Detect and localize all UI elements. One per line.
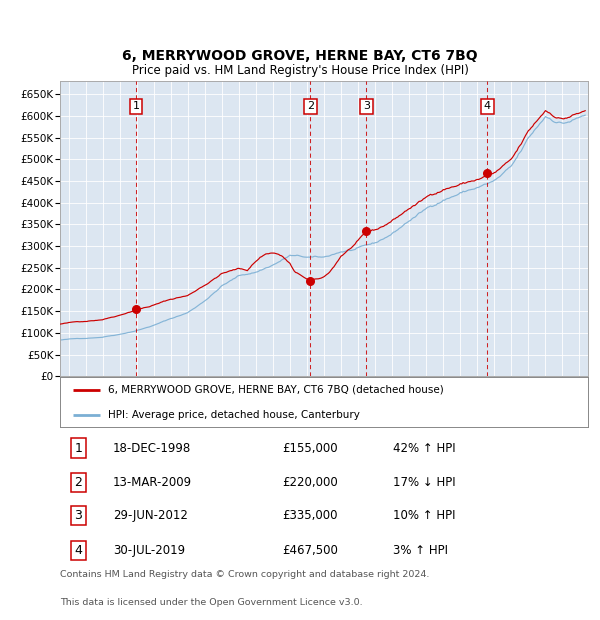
Text: 3: 3 <box>74 509 82 522</box>
Text: 2: 2 <box>307 101 314 112</box>
Text: £335,000: £335,000 <box>282 509 337 522</box>
Text: Contains HM Land Registry data © Crown copyright and database right 2024.: Contains HM Land Registry data © Crown c… <box>60 570 430 579</box>
Text: 1: 1 <box>74 441 82 454</box>
Text: This data is licensed under the Open Government Licence v3.0.: This data is licensed under the Open Gov… <box>60 598 362 608</box>
Text: 42% ↑ HPI: 42% ↑ HPI <box>392 441 455 454</box>
Text: 4: 4 <box>74 544 82 557</box>
Text: 29-JUN-2012: 29-JUN-2012 <box>113 509 188 522</box>
Text: 18-DEC-1998: 18-DEC-1998 <box>113 441 191 454</box>
Text: 1: 1 <box>133 101 139 112</box>
Text: 3% ↑ HPI: 3% ↑ HPI <box>392 544 448 557</box>
Text: £467,500: £467,500 <box>282 544 338 557</box>
Text: 10% ↑ HPI: 10% ↑ HPI <box>392 509 455 522</box>
Text: £155,000: £155,000 <box>282 441 337 454</box>
Text: £220,000: £220,000 <box>282 476 338 489</box>
Text: 3: 3 <box>363 101 370 112</box>
Text: Price paid vs. HM Land Registry's House Price Index (HPI): Price paid vs. HM Land Registry's House … <box>131 64 469 77</box>
Text: 17% ↓ HPI: 17% ↓ HPI <box>392 476 455 489</box>
Text: 6, MERRYWOOD GROVE, HERNE BAY, CT6 7BQ: 6, MERRYWOOD GROVE, HERNE BAY, CT6 7BQ <box>122 48 478 63</box>
Text: 4: 4 <box>484 101 491 112</box>
Text: 6, MERRYWOOD GROVE, HERNE BAY, CT6 7BQ (detached house): 6, MERRYWOOD GROVE, HERNE BAY, CT6 7BQ (… <box>107 385 443 395</box>
Text: 13-MAR-2009: 13-MAR-2009 <box>113 476 192 489</box>
Text: 30-JUL-2019: 30-JUL-2019 <box>113 544 185 557</box>
Text: 2: 2 <box>74 476 82 489</box>
Text: HPI: Average price, detached house, Canterbury: HPI: Average price, detached house, Cant… <box>107 410 359 420</box>
